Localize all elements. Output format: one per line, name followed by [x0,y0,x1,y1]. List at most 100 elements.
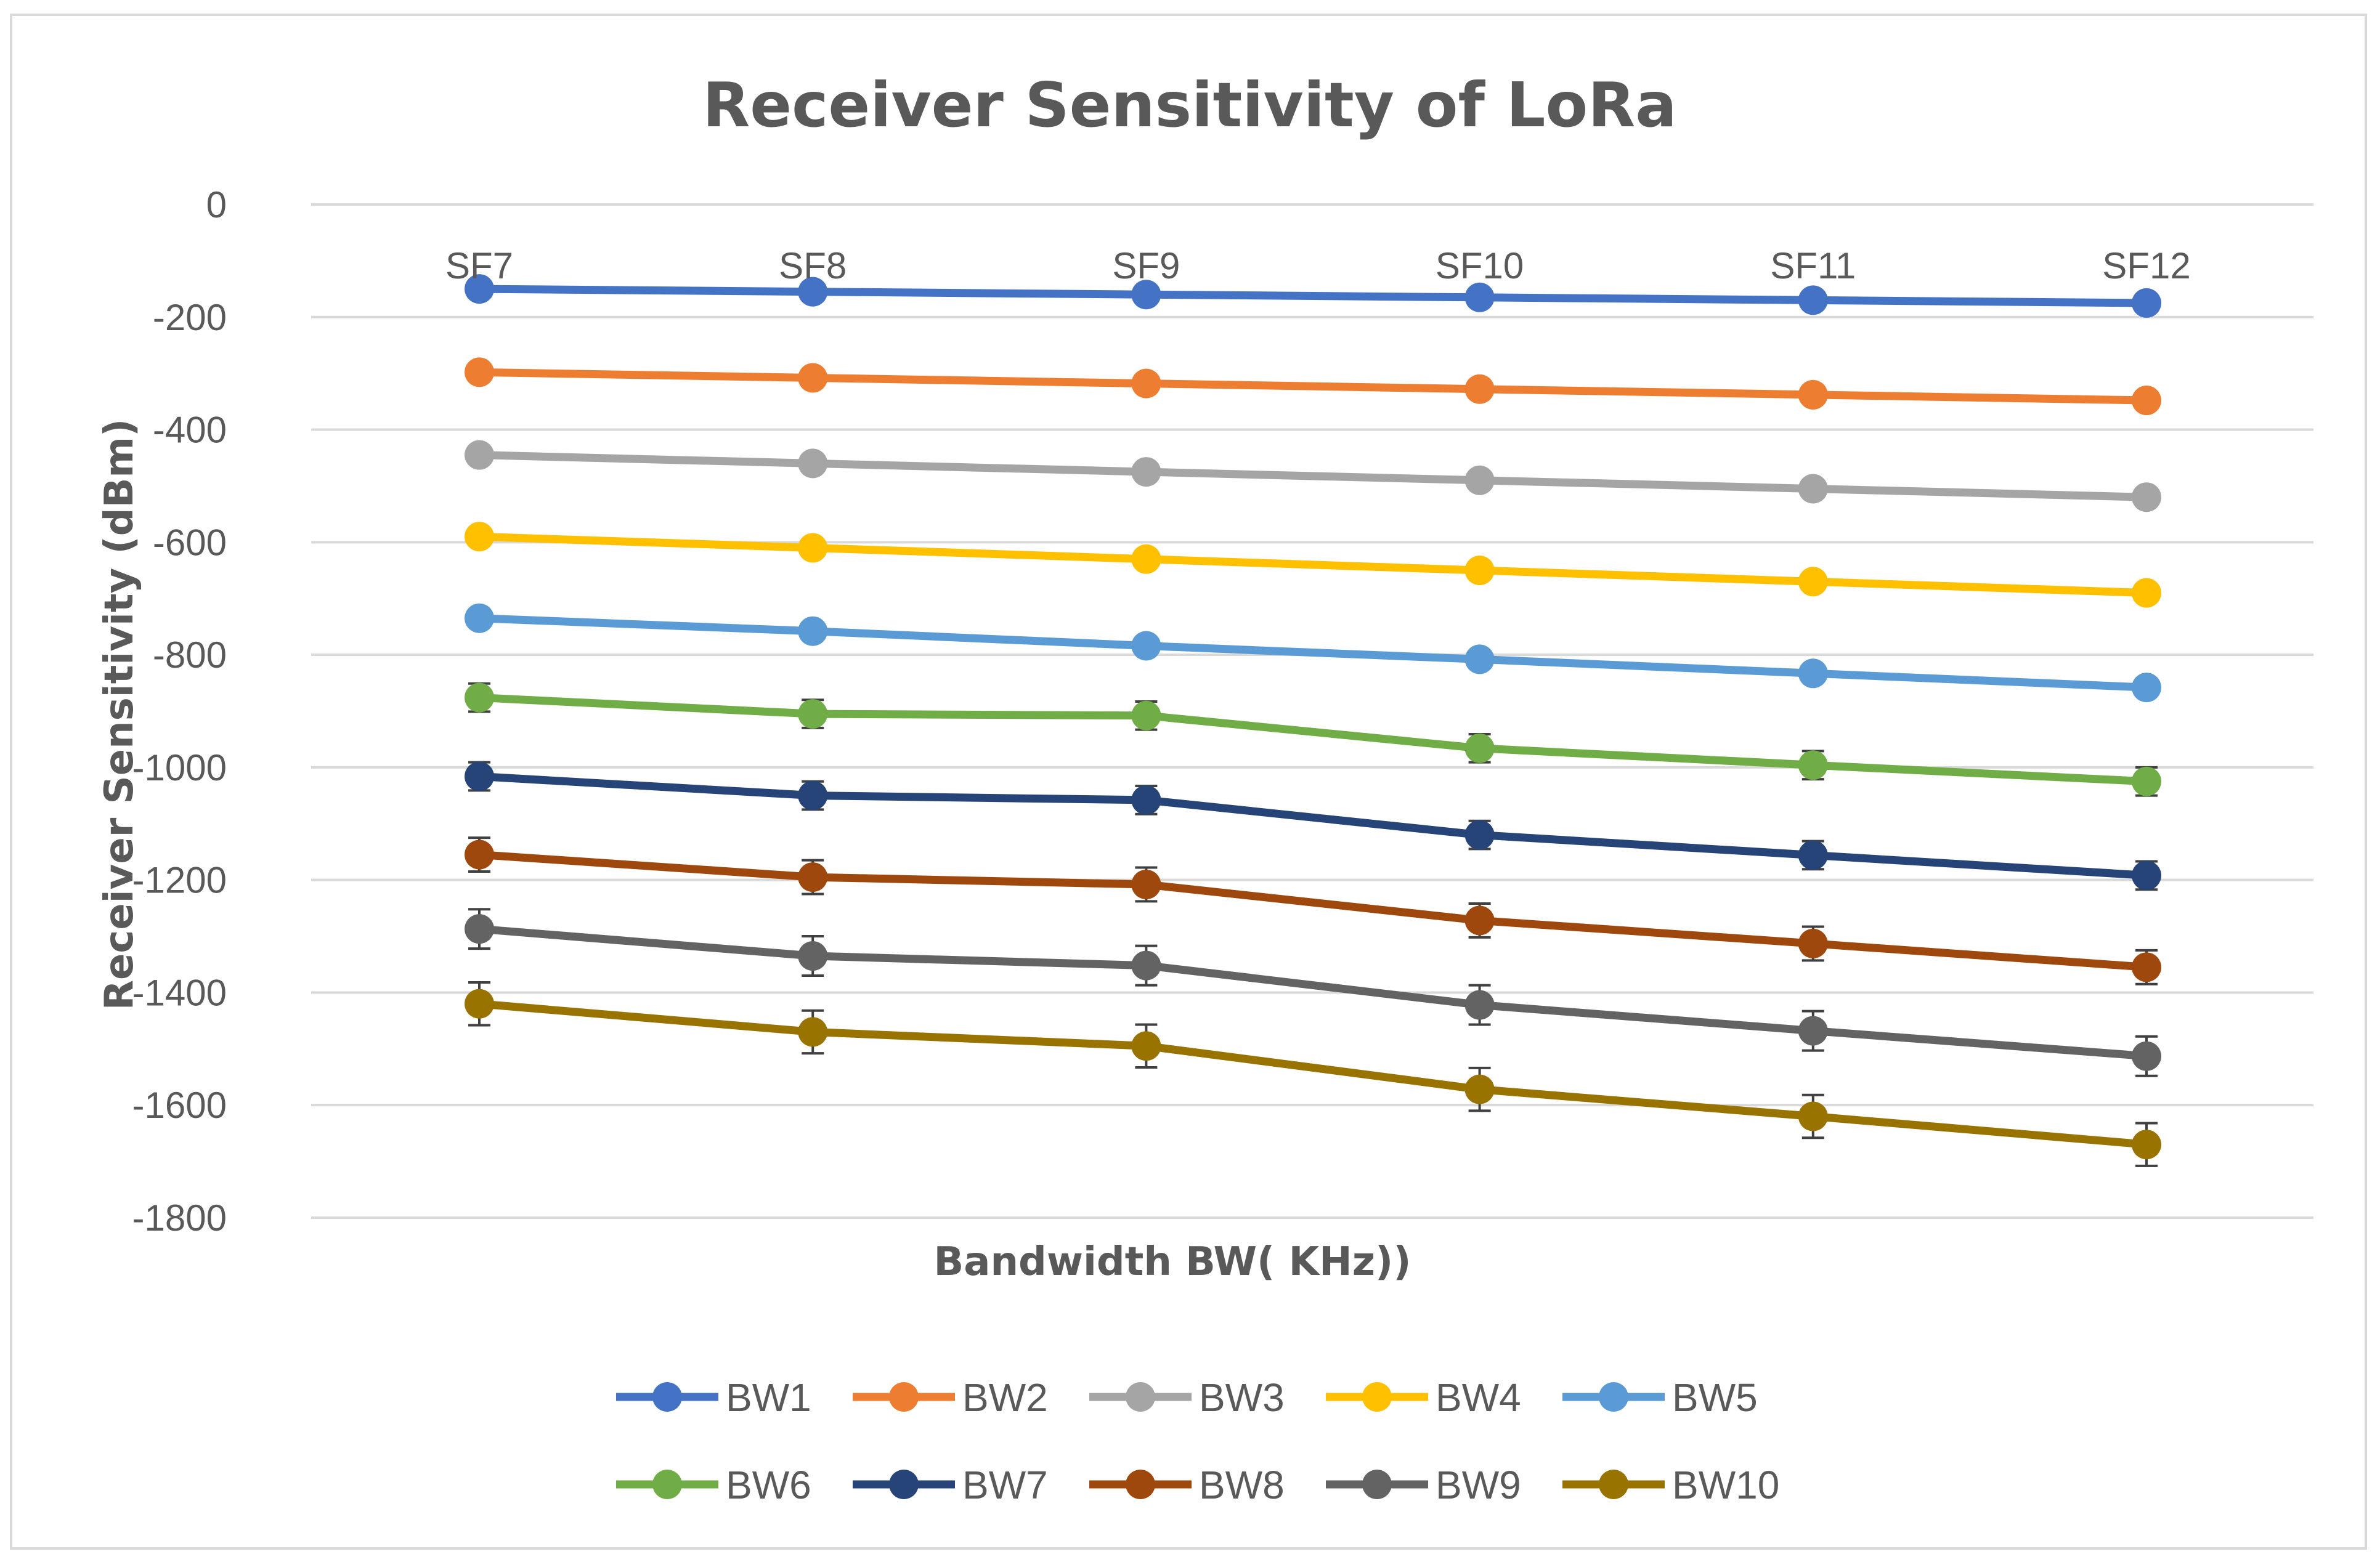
data-point [2132,766,2161,796]
x-category-label: SF12 [2102,245,2190,286]
series-bw3 [465,440,2161,512]
data-point [1798,285,1828,315]
legend-item-bw4: BW4 [1326,1375,1521,1420]
y-tick-label: -1200 [132,860,227,901]
legend-swatch-marker [1126,1470,1155,1499]
data-point [1464,905,1495,936]
series-bw6 [465,682,2161,797]
legend-swatch-marker [1599,1382,1628,1412]
data-point [1131,457,1161,487]
y-axis-tick-labels: 0 -200 -400 -600 -800 -1000 -1200 -1400 -1600 -18… [132,184,227,1239]
chart-border [10,14,2367,1550]
data-point [465,440,494,470]
data-point [1798,567,1828,597]
data-point [798,862,828,892]
legend-label: BW5 [1672,1375,1758,1420]
data-point [1464,556,1495,586]
legend-label: BW9 [1436,1463,1521,1507]
data-point [1798,379,1828,410]
legend-label: BW3 [1199,1375,1285,1420]
legend-item-bw8: BW8 [1089,1463,1285,1507]
data-point [2132,1041,2161,1071]
legend-swatch-marker [652,1470,682,1499]
series-line [479,451,2147,501]
data-point [2132,952,2161,982]
data-point [1464,733,1495,763]
data-point [1798,474,1828,504]
x-category-label: SF11 [1770,245,1856,286]
series-group [465,274,2161,1167]
legend-item-bw1: BW1 [616,1375,811,1420]
data-point [798,616,828,646]
data-point [798,277,828,307]
x-axis-category-labels: SF7 SF8 SF9 SF10 SF11 SF12 [445,245,2191,286]
data-point [2132,673,2161,703]
data-point [465,989,494,1019]
y-tick-label: -800 [153,634,227,676]
data-point [2132,578,2161,608]
legend-item-bw9: BW9 [1326,1463,1521,1507]
x-category-label: SF10 [1436,245,1524,286]
data-point [798,780,828,811]
legend-item-bw6: BW6 [616,1463,811,1507]
data-point [1798,750,1828,780]
x-axis-title: Bandwidth BW( KHz)) [934,1239,1411,1285]
data-point [465,274,494,304]
series-line [479,694,2147,786]
data-point [1464,1074,1495,1104]
x-category-label: SF9 [1112,245,1180,286]
data-point [465,682,494,713]
legend-label: BW1 [726,1375,811,1420]
y-tick-label: -1400 [132,972,227,1013]
legend-swatch-marker [1599,1470,1628,1499]
data-point [798,1017,828,1047]
series-line [479,285,2147,307]
data-point [465,522,494,552]
series-bw2 [465,357,2161,416]
x-category-label: SF7 [445,245,513,286]
legend-item-bw7: BW7 [853,1463,1048,1507]
series-line [479,772,2147,880]
data-point [465,761,494,791]
data-point [1464,465,1495,495]
data-point [798,941,828,971]
legend-swatch-marker [652,1382,682,1412]
data-point [1131,950,1161,981]
y-tick-label: 0 [206,184,227,225]
data-point [1131,280,1161,310]
data-point [1131,544,1161,574]
data-point [1464,644,1495,674]
data-point [1464,374,1495,404]
legend-swatch-marker [1362,1382,1392,1412]
legend-swatch-marker [889,1470,919,1499]
data-point [2132,860,2161,891]
data-point [1464,282,1495,312]
legend-label: BW7 [962,1463,1048,1507]
legend-item-bw10: BW10 [1562,1463,1779,1507]
legend-label: BW10 [1672,1463,1779,1507]
series-bw4 [465,522,2161,608]
series-line [479,851,2147,971]
data-point [1798,840,1828,870]
data-point [1131,631,1161,661]
data-point [1464,820,1495,850]
series-line [479,368,2147,405]
legend-item-bw2: BW2 [853,1375,1048,1420]
series-line [479,614,2147,692]
legend-label: BW8 [1199,1463,1285,1507]
data-point [798,533,828,563]
series-line [479,532,2147,597]
data-point [1798,1016,1828,1046]
series-bw5 [465,603,2161,703]
series-bw9 [465,908,2161,1077]
legend-item-bw5: BW5 [1562,1375,1758,1420]
legend-label: BW2 [962,1375,1048,1420]
data-point [2132,482,2161,512]
data-point [1798,928,1828,958]
data-point [465,357,494,387]
series-bw7 [465,761,2161,891]
data-point [1464,990,1495,1020]
y-tick-label: -1600 [132,1085,227,1126]
data-point [1798,1101,1828,1131]
data-point [1798,658,1828,689]
